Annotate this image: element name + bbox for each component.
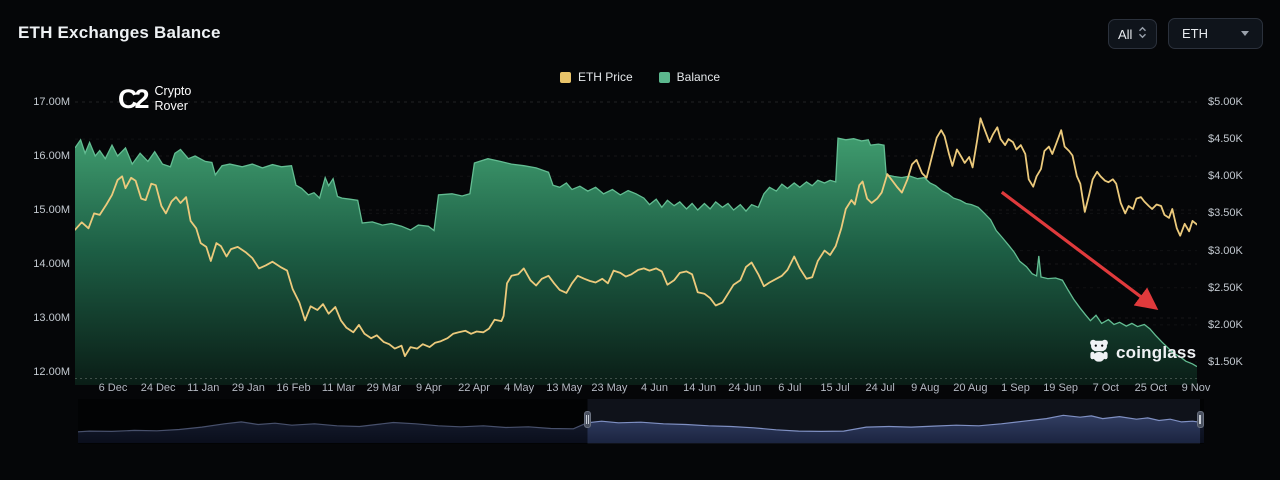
caret-down-icon bbox=[1241, 31, 1249, 36]
x-axis-tick-label: 9 Nov bbox=[1181, 382, 1211, 394]
x-axis-tick-label: 11 Mar bbox=[321, 382, 356, 394]
x-axis-tick-label: 16 Feb bbox=[276, 382, 311, 394]
x-axis-tick-label: 6 Dec bbox=[98, 382, 128, 394]
x-axis-tick-label: 20 Aug bbox=[953, 382, 988, 394]
legend-swatch-icon bbox=[559, 71, 571, 83]
page-title: ETH Exchanges Balance bbox=[18, 23, 221, 42]
navigator[interactable] bbox=[78, 399, 1204, 444]
x-axis-tick-label: 15 Jul bbox=[820, 382, 850, 394]
x-axis-tick-label: 1 Sep bbox=[1001, 382, 1030, 394]
legend-label: ETH Price bbox=[577, 70, 633, 84]
x-axis-tick-label: 24 Dec bbox=[140, 382, 176, 394]
symbol-selector-label: ETH bbox=[1182, 26, 1208, 41]
x-axis-tick-label: 22 Apr bbox=[458, 382, 490, 394]
navigator-chart-svg bbox=[78, 399, 1204, 444]
sort-updown-icon bbox=[1138, 26, 1147, 42]
x-axis-tick-label: 29 Jan bbox=[231, 382, 265, 394]
main-chart-svg bbox=[75, 101, 1197, 385]
annotation-arrow bbox=[1000, 190, 1159, 310]
crypto-rover-watermark: C2 Crypto Rover bbox=[118, 84, 191, 114]
right-axis-tick-label: $4.50K bbox=[1208, 133, 1243, 146]
x-axis-tick-label: 4 May bbox=[504, 382, 535, 394]
right-axis-tick-label: $5.00K bbox=[1208, 96, 1243, 108]
x-axis-tick-label: 24 Jul bbox=[865, 382, 895, 394]
x-axis-tick-label: 23 May bbox=[591, 382, 628, 394]
range-selector-label: All bbox=[1118, 26, 1133, 42]
chart-legend: ETH Price Balance bbox=[0, 70, 1280, 84]
x-axis-tick-label: 13 May bbox=[546, 382, 583, 394]
x-axis-tick-label: 29 Mar bbox=[366, 382, 401, 394]
x-axis-tick-label: 19 Sep bbox=[1043, 382, 1079, 394]
navigator-right-handle-icon[interactable] bbox=[1196, 411, 1204, 428]
right-axis-tick-label: $4.00K bbox=[1208, 170, 1243, 183]
coinglass-watermark: coinglass bbox=[1088, 338, 1196, 367]
range-selector-button[interactable]: All bbox=[1108, 19, 1158, 49]
left-axis-tick-label: 13.00M bbox=[33, 312, 70, 324]
x-axis-tick-label: 4 Jun bbox=[641, 382, 668, 394]
legend-swatch-icon bbox=[658, 71, 670, 83]
crypto-rover-logo-icon: C2 bbox=[118, 83, 149, 114]
right-axis-tick-label: $3.00K bbox=[1208, 244, 1243, 257]
x-axis-tick-label: 6 Jul bbox=[778, 382, 802, 394]
right-axis-tick-label: $1.50K bbox=[1208, 356, 1243, 368]
crypto-rover-label: Crypto Rover bbox=[154, 84, 192, 113]
chart-plot[interactable] bbox=[75, 95, 1197, 385]
x-axis-tick-label: 9 Aug bbox=[911, 382, 940, 394]
x-axis: 6 Dec 24 Dec 11 Jan 29 Jan 16 Feb 11 Mar 29 Ma… bbox=[75, 381, 1211, 396]
left-axis-tick-label: 14.00M bbox=[33, 258, 70, 270]
right-axis-tick-label: $3.50K bbox=[1208, 207, 1243, 220]
legend-item-eth-price[interactable]: ETH Price bbox=[559, 70, 633, 84]
x-axis-tick-label: 24 Jun bbox=[728, 382, 762, 394]
x-axis-tick-label: 14 Jun bbox=[683, 382, 717, 394]
x-axis-tick-label: 9 Apr bbox=[416, 382, 442, 394]
left-axis-tick-label: 12.00M bbox=[33, 366, 70, 378]
x-axis-tick-label: 7 Oct bbox=[1092, 382, 1119, 394]
x-axis-tick-label: 11 Jan bbox=[187, 382, 220, 394]
right-axis-tick-label: $2.00K bbox=[1208, 318, 1243, 331]
navigator-left-handle-icon[interactable] bbox=[584, 411, 591, 428]
bear-icon bbox=[1088, 338, 1110, 367]
right-axis-tick-label: $2.50K bbox=[1208, 281, 1243, 294]
coinglass-label: coinglass bbox=[1116, 342, 1197, 362]
left-axis-tick-label: 17.00M bbox=[33, 96, 70, 108]
symbol-selector-button[interactable]: ETH bbox=[1168, 18, 1263, 49]
left-axis-tick-label: 16.00M bbox=[33, 150, 70, 162]
x-axis-tick-label: 25 Oct bbox=[1134, 382, 1168, 394]
legend-item-balance[interactable]: Balance bbox=[658, 70, 721, 84]
left-axis-tick-label: 15.00M bbox=[33, 204, 70, 216]
legend-label: Balance bbox=[676, 70, 721, 84]
